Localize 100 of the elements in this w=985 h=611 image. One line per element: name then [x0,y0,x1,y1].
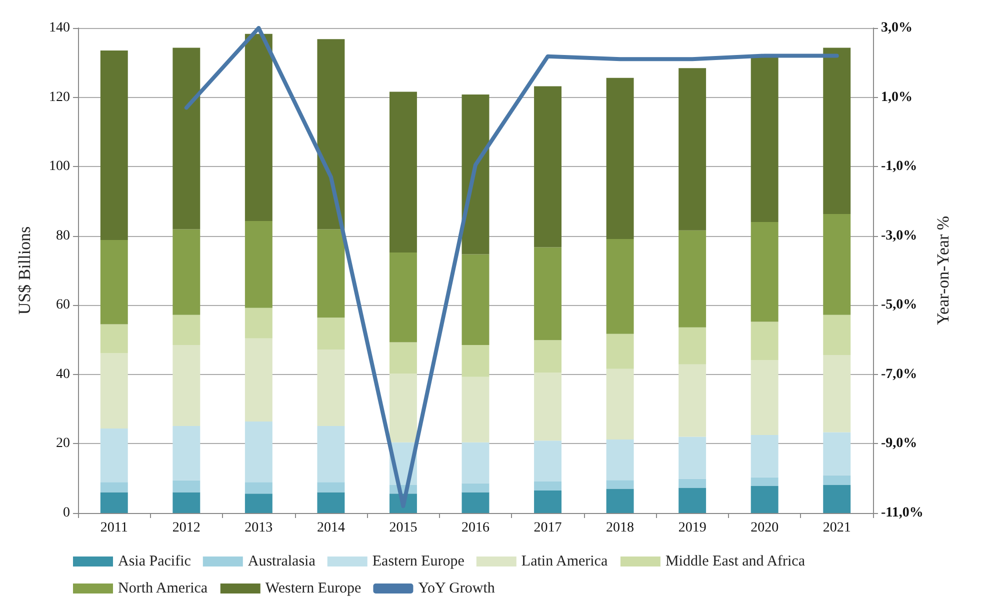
y2-tick-label: -1,0% [881,159,918,174]
bar [534,490,562,513]
bar [244,308,272,338]
y-tick-label: 140 [49,20,70,36]
legend-label: Eastern Europe [372,554,465,570]
y-tick-label: 80 [56,228,70,244]
bar [750,477,778,486]
bar [823,475,851,485]
bar [317,349,345,426]
legend-label: Latin America [521,554,608,570]
legend-label: Western Europe [265,580,362,596]
bar [823,432,851,476]
y-tick-label: 60 [56,298,70,313]
y2-tick-label: -3,0% [881,228,918,244]
bar [100,353,128,428]
bar [462,94,490,254]
bar [100,240,128,324]
y-tick-label: 40 [56,366,70,382]
x-tick-label: 2015 [389,520,418,536]
bar [534,340,562,373]
bar [606,488,634,513]
bar [389,92,417,252]
line-series [184,26,839,508]
bar [317,229,345,318]
bar [678,327,706,364]
bar [100,428,128,482]
bar [823,484,851,513]
bar [606,480,634,489]
bar [534,481,562,490]
bar [823,48,851,214]
x-tick-label: 2011 [100,520,128,536]
legend-label: Middle East and Africa [665,554,806,570]
y-tick-label: 0 [63,506,70,520]
x-tick-label: 2019 [678,520,706,536]
bar [750,222,778,322]
legend-label: YoY Growth [418,580,496,596]
bar [317,482,345,492]
bar [244,34,272,221]
y-axis-title: US$ Billions [15,226,34,315]
bar [244,482,272,494]
bar [823,314,851,356]
bar [317,318,345,350]
y2-axis-title: Year-on-Year % [933,216,952,326]
bar [172,480,200,492]
y2-tick-label: 3,0% [881,20,912,36]
x-tick-label: 2021 [822,520,851,536]
bar [534,440,562,482]
bar [534,86,562,248]
y2-tick-label: -11,0% [881,506,924,520]
bar [172,426,200,480]
bar [100,50,128,240]
bar [100,324,128,354]
y2-tick-label: -5,0% [881,298,918,313]
bar [750,486,778,513]
bar [678,364,706,437]
bar [244,422,272,482]
bar [606,334,634,369]
bar [172,344,200,426]
bar [606,238,634,334]
bar [462,492,490,513]
bar [606,368,634,440]
bar [172,229,200,315]
bar [462,483,490,492]
bar [317,492,345,513]
bar [317,39,345,230]
legend-label: Asia Pacific [118,554,192,570]
bar [534,247,562,340]
y2-tick-label: -9,0% [881,436,918,452]
legend-label: Australasia [248,554,316,570]
bar [317,426,345,482]
bar [100,492,128,513]
bar [750,360,778,436]
bar [389,374,417,442]
bar [244,338,272,422]
bar [823,355,851,432]
y2-tick-label: 1,0% [881,90,912,105]
bar [462,376,490,442]
bar [534,372,562,441]
y-tick-label: 120 [49,90,70,105]
bar [462,344,490,377]
bar [172,492,200,513]
bar [462,254,490,345]
x-tick-label: 2014 [316,520,345,536]
bar [244,220,272,308]
y-tick-label: 20 [56,436,70,452]
bar [678,230,706,328]
bar [606,78,634,239]
bar [100,482,128,492]
bar [389,342,417,374]
legend-label: North America [118,580,208,596]
bar [823,214,851,315]
x-tick-label: 2016 [462,520,490,536]
bar [462,442,490,484]
bar [750,57,778,222]
bar [389,252,417,342]
y2-tick-label: -7,0% [881,366,918,382]
x-tick-label: 2018 [606,520,634,536]
bar [750,435,778,478]
x-tick-label: 2017 [534,520,562,536]
bar [172,314,200,345]
